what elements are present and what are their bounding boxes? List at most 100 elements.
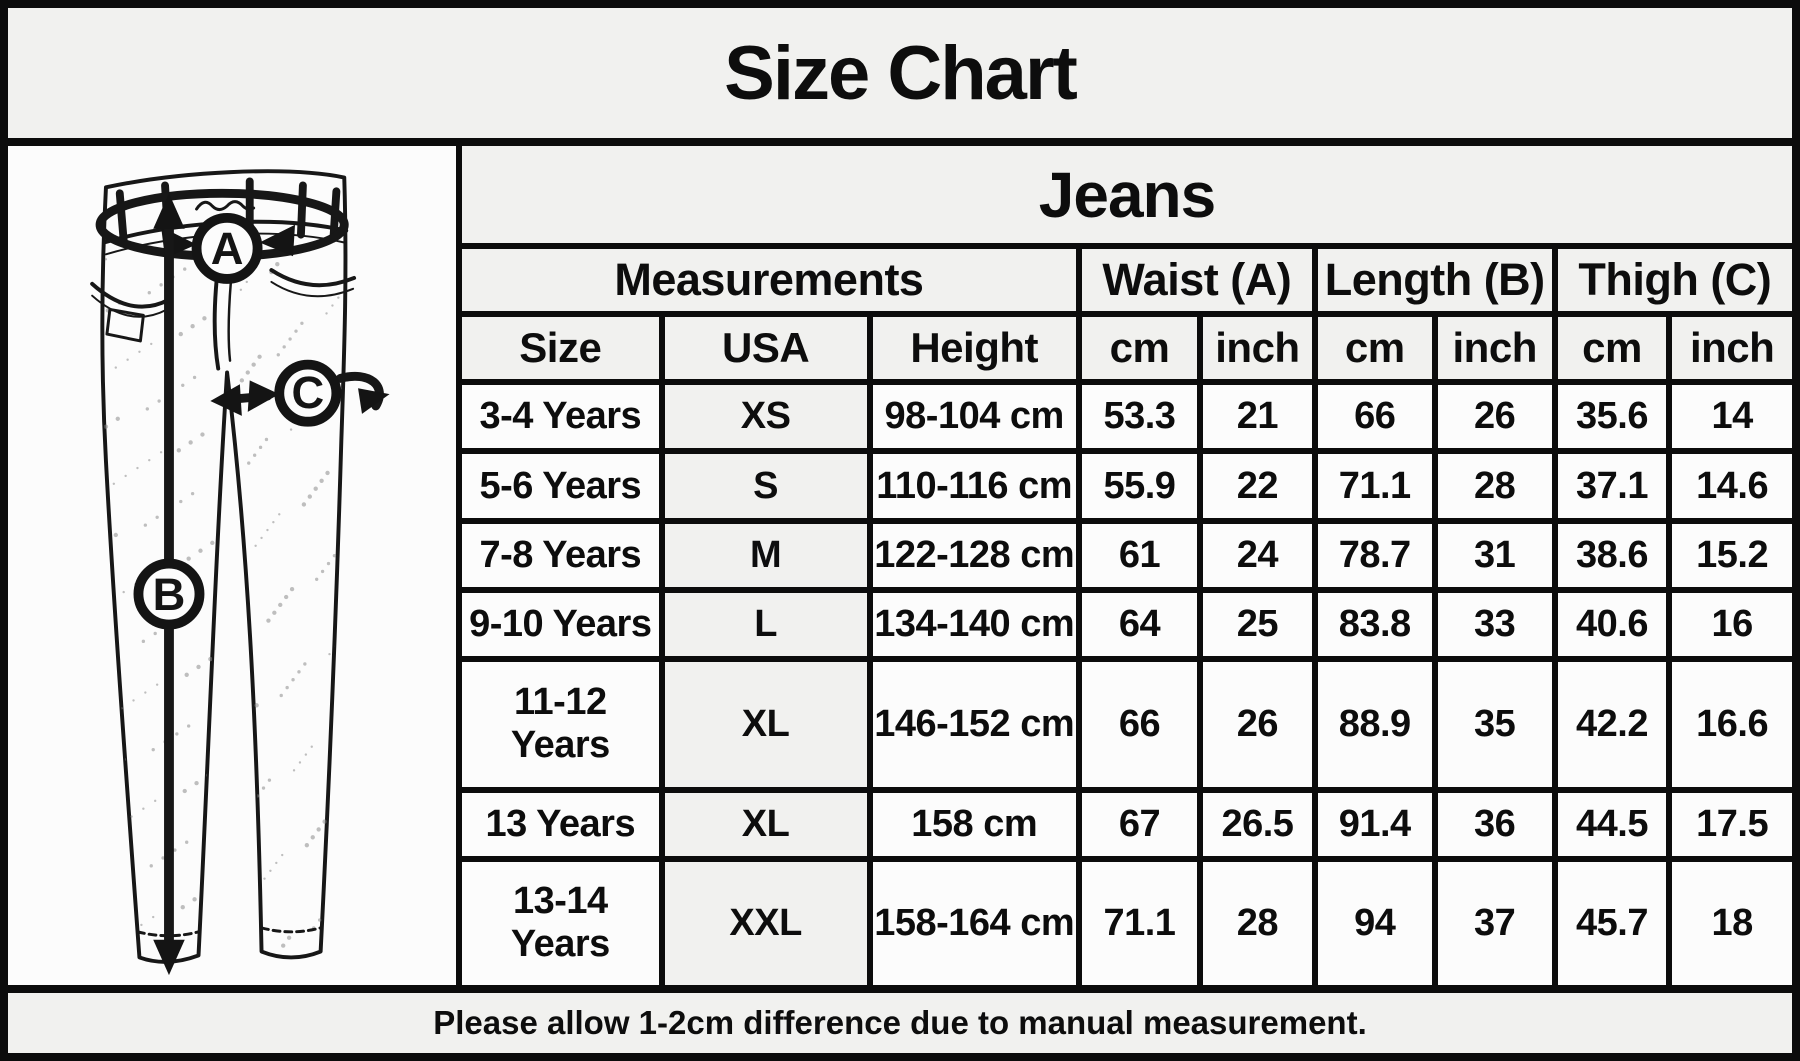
cell-waist-inch: 26.5 xyxy=(1197,786,1318,862)
cell-usa: XL xyxy=(658,656,873,793)
cell-thigh-cm: 40.6 xyxy=(1551,587,1673,663)
cell-length-cm: 94 xyxy=(1311,855,1438,985)
size-table: Jeans Measurements Waist (A) Length (B) Thi… xyxy=(456,146,1792,985)
cell-length-inch: 28 xyxy=(1431,448,1558,524)
table-body: 3-4 Years XS 98-104 cm 53.3 21 66 26 35.6 14 5-6 … xyxy=(456,378,1792,985)
table-row: 9-10 Years L 134-140 cm 64 25 83.8 33 40.6 16 xyxy=(456,587,1792,663)
cell-thigh-inch: 14.6 xyxy=(1666,448,1792,524)
cell-height: 134-140 cm xyxy=(866,587,1082,663)
column-header-thigh-inch: inch xyxy=(1666,311,1792,385)
cell-length-inch: 26 xyxy=(1431,378,1558,455)
column-header-height: Height xyxy=(866,311,1082,385)
cell-length-cm: 78.7 xyxy=(1311,517,1438,594)
table-row: 5-6 Years S 110-116 cm 55.9 22 71.1 28 37.1 14.6 xyxy=(456,448,1792,524)
column-header-row: Size USA Height cm inch cm inch cm inch xyxy=(456,311,1792,385)
cell-thigh-inch: 16.6 xyxy=(1666,656,1792,793)
cell-waist-cm: 64 xyxy=(1075,587,1204,663)
cell-thigh-cm: 42.2 xyxy=(1551,656,1673,793)
cell-length-inch: 37 xyxy=(1431,855,1558,985)
label-b: B xyxy=(153,569,186,620)
cell-length-inch: 36 xyxy=(1431,786,1558,862)
column-header-length-cm: cm xyxy=(1311,311,1438,385)
column-header-waist-inch: inch xyxy=(1197,311,1318,385)
cell-thigh-inch: 18 xyxy=(1666,855,1792,985)
column-header-size: Size xyxy=(456,311,665,385)
cell-length-cm: 83.8 xyxy=(1311,587,1438,663)
label-a: A xyxy=(211,223,244,274)
cell-length-cm: 88.9 xyxy=(1311,656,1438,793)
group-header-row: Measurements Waist (A) Length (B) Thigh (C) xyxy=(456,243,1792,317)
cell-size: 3-4 Years xyxy=(456,378,665,455)
cell-usa: XL xyxy=(658,786,873,862)
cell-size: 5-6 Years xyxy=(456,448,665,524)
cell-size: 11-12 Years xyxy=(456,656,665,793)
cell-thigh-inch: 17.5 xyxy=(1666,786,1792,862)
group-header-measurements: Measurements xyxy=(456,243,1082,317)
label-c: C xyxy=(291,367,324,418)
group-header-length-b: Length (B) xyxy=(1311,243,1558,317)
column-header-usa: USA xyxy=(658,311,873,385)
cell-waist-inch: 25 xyxy=(1197,587,1318,663)
cell-length-inch: 35 xyxy=(1431,656,1558,793)
cell-usa: XS xyxy=(658,378,873,455)
cell-waist-cm: 71.1 xyxy=(1075,855,1204,985)
table-row: 7-8 Years M 122-128 cm 61 24 78.7 31 38.6 15.2 xyxy=(456,517,1792,594)
cell-thigh-cm: 38.6 xyxy=(1551,517,1673,594)
table-title: Jeans xyxy=(456,146,1792,249)
cell-waist-cm: 66 xyxy=(1075,656,1204,793)
column-header-length-inch: inch xyxy=(1431,311,1558,385)
cell-usa: M xyxy=(658,517,873,594)
cell-thigh-cm: 45.7 xyxy=(1551,855,1673,985)
cell-thigh-cm: 35.6 xyxy=(1551,378,1673,455)
page-title: Size Chart xyxy=(724,30,1078,116)
cell-height: 158-164 cm xyxy=(866,855,1082,985)
title-bar: Size Chart xyxy=(8,8,1792,146)
cell-height: 98-104 cm xyxy=(866,378,1082,455)
cell-height: 122-128 cm xyxy=(866,517,1082,594)
column-header-waist-cm: cm xyxy=(1075,311,1204,385)
brand-label-squiggle xyxy=(195,200,256,211)
group-header-waist-a: Waist (A) xyxy=(1075,243,1318,317)
column-header-thigh-cm: cm xyxy=(1551,311,1673,385)
thigh-measure-c: C xyxy=(210,359,390,427)
cell-thigh-inch: 15.2 xyxy=(1666,517,1792,594)
cell-size: 13 Years xyxy=(456,786,665,862)
cell-thigh-inch: 14 xyxy=(1666,378,1792,455)
waist-measure-a: A xyxy=(95,188,349,284)
cell-length-inch: 33 xyxy=(1431,587,1558,663)
cell-thigh-inch: 16 xyxy=(1666,587,1792,663)
cell-length-cm: 66 xyxy=(1311,378,1438,455)
table-row: 3-4 Years XS 98-104 cm 53.3 21 66 26 35.6 14 xyxy=(456,378,1792,455)
cell-size: 13-14 Years xyxy=(456,855,665,985)
cell-size: 9-10 Years xyxy=(456,587,665,663)
cell-thigh-cm: 44.5 xyxy=(1551,786,1673,862)
cell-waist-inch: 26 xyxy=(1197,656,1318,793)
cell-waist-cm: 53.3 xyxy=(1075,378,1204,455)
table-row: 13 Years XL 158 cm 67 26.5 91.4 36 44.5 17.5 xyxy=(456,786,1792,862)
jeans-diagram-panel: A B C xyxy=(8,146,456,985)
main-area: A B C xyxy=(8,146,1792,985)
cell-size: 7-8 Years xyxy=(456,517,665,594)
cell-thigh-cm: 37.1 xyxy=(1551,448,1673,524)
cell-waist-inch: 24 xyxy=(1197,517,1318,594)
cell-waist-inch: 28 xyxy=(1197,855,1318,985)
cell-length-cm: 71.1 xyxy=(1311,448,1438,524)
table-row: 11-12 Years XL 146-152 cm 66 26 88.9 35 42.2 16.… xyxy=(456,656,1792,793)
jeans-illustration: A B C xyxy=(90,169,390,976)
cell-height: 110-116 cm xyxy=(866,448,1082,524)
length-measure-b: B xyxy=(133,193,205,976)
cell-usa: XXL xyxy=(658,855,873,985)
group-header-thigh-c: Thigh (C) xyxy=(1551,243,1792,317)
jeans-outline xyxy=(90,169,357,964)
cell-waist-cm: 55.9 xyxy=(1075,448,1204,524)
footer-note: Please allow 1-2cm difference due to man… xyxy=(433,1004,1367,1041)
cell-usa: L xyxy=(658,587,873,663)
cell-waist-cm: 67 xyxy=(1075,786,1204,862)
cell-length-cm: 91.4 xyxy=(1311,786,1438,862)
cell-waist-cm: 61 xyxy=(1075,517,1204,594)
cell-height: 158 cm xyxy=(866,786,1082,862)
cell-usa: S xyxy=(658,448,873,524)
footer-note-bar: Please allow 1-2cm difference due to man… xyxy=(8,985,1792,1053)
cell-height: 146-152 cm xyxy=(866,656,1082,793)
